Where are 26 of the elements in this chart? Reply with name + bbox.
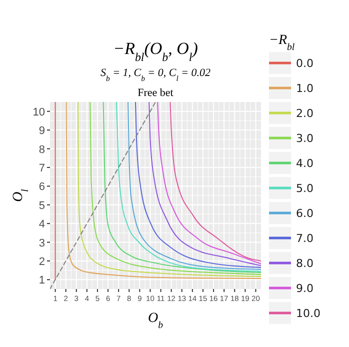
y-tick-label: 2 [38, 256, 45, 268]
y-tick-label: 9 [38, 125, 45, 138]
y-tick-label: 4 [38, 218, 45, 231]
legend-label: 9.0 [296, 282, 314, 295]
legend-label: 0.0 [296, 57, 314, 70]
legend-label: 6.0 [296, 207, 314, 220]
y-tick-label: 6 [38, 181, 45, 194]
y-tick-label: 7 [38, 162, 45, 174]
legend-title: −R$_{bl}$ [269, 33, 295, 52]
legend-label: 4.0 [296, 157, 314, 170]
legend-label: 8.0 [296, 257, 314, 270]
y-tick-label: 10 [32, 106, 45, 118]
legend-label: 10.0 [296, 307, 320, 320]
legend-label: 2.0 [296, 107, 314, 120]
y-tick-label: 5 [38, 200, 45, 212]
y-tick-label: 8 [38, 144, 45, 156]
y-tick-label: 3 [38, 237, 45, 250]
chart-title: −R$_{bl}$(O$_{b}$, O$_{l}$) [113, 39, 198, 64]
legend-label: 1.0 [296, 82, 314, 95]
y-tick-label: 1 [38, 274, 45, 287]
legend-label: 5.0 [296, 182, 314, 195]
legend-label: 3.0 [296, 132, 314, 145]
x-axis-title: O$_{b}$ [148, 311, 164, 330]
legend-label: 7.0 [296, 232, 314, 245]
text: Free bet [138, 87, 174, 99]
chart-subtitle: S$_{b}$ = 1, C$_{b}$ = 0, C$_{l}$ = 0.02 [100, 67, 212, 82]
